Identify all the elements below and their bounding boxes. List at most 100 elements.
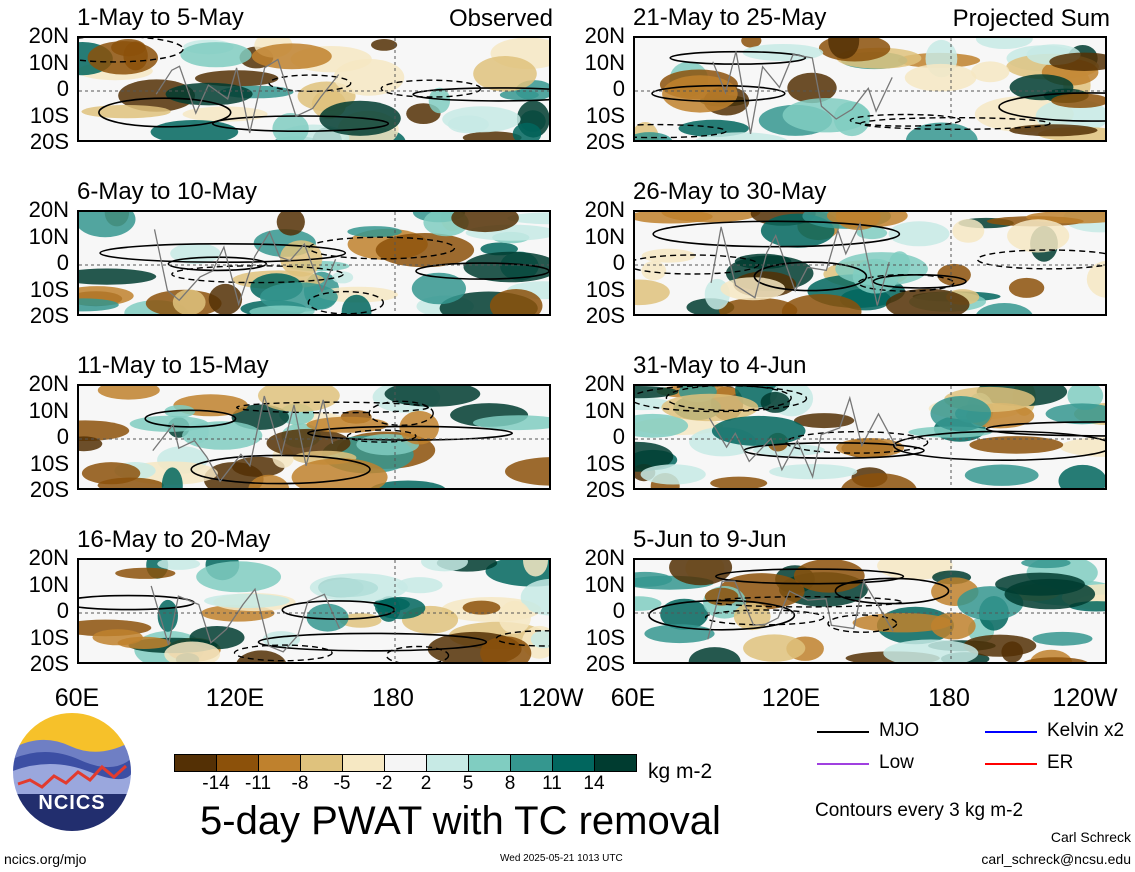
pwat-anomaly-cell: [640, 464, 706, 485]
y-tick-label: 0: [56, 76, 69, 101]
mjo-contour-negative: [233, 644, 333, 662]
coastline: [712, 51, 893, 135]
coastline: [710, 221, 890, 306]
heatmap-panel: [77, 384, 551, 490]
pwat-anomaly-cell: [180, 42, 252, 68]
y-tick-label: 10S: [29, 450, 69, 476]
panel-plot: [635, 560, 1105, 662]
pwat-anomaly-cell: [530, 630, 549, 649]
panel-plot: [79, 560, 549, 662]
panel-title: 31-May to 4-Jun: [633, 352, 807, 379]
mjo-contour: [412, 87, 549, 102]
pwat-anomaly-cell: [79, 436, 103, 452]
pwat-anomaly-cell: [428, 87, 451, 114]
pwat-anomaly-cell: [248, 474, 290, 488]
pwat-anomaly-cell: [952, 219, 985, 243]
pwat-anomaly-cell: [1049, 52, 1105, 71]
pwat-anomaly-cell: [447, 115, 489, 134]
heatmap-panel: [633, 558, 1107, 664]
pwat-anomaly-cell: [97, 477, 164, 488]
y-tick-label: 20S: [29, 129, 69, 154]
pwat-anomaly-cell: [1009, 124, 1098, 137]
pwat-anomaly-cell: [1023, 657, 1088, 662]
pwat-anomaly-cell: [208, 283, 243, 314]
y-tick-label: 20S: [29, 303, 69, 328]
legend-label: MJO: [879, 720, 920, 741]
colorbar-tick-label: -11: [244, 773, 272, 794]
pwat-anomaly-cell: [399, 410, 440, 445]
pwat-anomaly-cell: [852, 613, 952, 633]
pwat-anomaly-cell: [635, 413, 689, 438]
logo-text: NCICS: [38, 792, 106, 814]
colorbar-tick-label: 11: [542, 773, 562, 794]
pwat-anomaly-cell: [161, 467, 183, 488]
pwat-anomaly-cell: [203, 462, 264, 488]
mjo-contour-negative: [635, 386, 808, 413]
pwat-anomaly-cell: [906, 122, 978, 140]
colorbar-tick-label: -2: [375, 773, 393, 794]
pwat-anomaly-cell: [309, 573, 408, 602]
panel-title: 11-May to 15-May: [77, 352, 269, 379]
pwat-anomaly-cell: [662, 75, 738, 113]
pwat-anomaly-cell: [341, 294, 372, 314]
mjo-contour-negative: [235, 401, 430, 414]
y-tick-label: 0: [56, 424, 69, 449]
pwat-anomaly-cell: [1008, 277, 1045, 298]
heatmap-panel: [633, 36, 1107, 142]
pwat-anomaly-cell: [384, 386, 481, 407]
pwat-anomaly-cell: [743, 634, 806, 662]
y-tick-label: 10S: [585, 624, 625, 650]
mjo-contour: [144, 409, 237, 428]
pwat-anomaly-cell: [976, 38, 1033, 49]
footer-url: ncics.org/mjo: [4, 851, 87, 867]
pwat-anomaly-cell: [937, 263, 971, 286]
legend-label: ER: [1047, 752, 1074, 773]
pwat-anomaly-cell: [883, 639, 979, 662]
y-tick-label: 20N: [584, 371, 625, 396]
pwat-anomaly-cell: [661, 393, 759, 422]
colorbar-swatch: [216, 754, 259, 772]
mjo-contour-negative: [849, 113, 961, 127]
pwat-anomaly-cell: [182, 421, 263, 450]
pwat-anomaly-cell: [741, 38, 762, 48]
pwat-anomaly-cell: [969, 436, 1064, 454]
x-tick-label: 60E: [610, 684, 656, 712]
y-tick-label: 20N: [584, 197, 625, 222]
pwat-anomaly-cell: [164, 641, 221, 662]
pwat-anomaly-cell: [904, 63, 977, 92]
y-tick-label: 10N: [28, 223, 69, 249]
pwat-anomaly-cell: [258, 386, 340, 412]
pwat-anomaly-cell: [835, 252, 928, 286]
pwat-anomaly-cell: [276, 212, 305, 236]
x-tick-label: 120E: [205, 684, 265, 712]
pwat-anomaly-cell: [760, 391, 790, 413]
panel-title: 21-May to 25-May: [633, 4, 827, 31]
y-tick-label: 20S: [585, 477, 625, 502]
ncics-logo: NCICS: [10, 710, 134, 834]
colorbar-tick-label: 14: [583, 773, 605, 794]
pwat-anomaly-cell: [451, 212, 519, 233]
mjo-contour: [652, 220, 901, 248]
pwat-anomaly-cell: [332, 271, 354, 284]
coastline: [708, 395, 897, 479]
mjo-contour: [167, 256, 268, 272]
pwat-anomaly-cell: [260, 282, 338, 312]
pwat-anomaly-cell: [1001, 641, 1023, 662]
mjo-contour-negative: [635, 123, 727, 139]
pwat-anomaly-cell: [195, 70, 279, 87]
pwat-anomaly-cell: [1058, 464, 1105, 488]
heatmap-panel: [633, 384, 1107, 490]
pwat-anomaly-cell: [79, 420, 130, 441]
y-tick-label: 0: [612, 424, 625, 449]
pwat-anomaly-cell: [733, 602, 771, 631]
y-tick-label: 0: [56, 598, 69, 623]
pwat-anomaly-cell: [204, 593, 290, 608]
pwat-anomaly-cell: [888, 221, 950, 247]
pwat-anomaly-cell: [781, 294, 862, 314]
pwat-anomaly-cell: [81, 105, 171, 119]
x-tick-label: 120W: [1052, 684, 1118, 712]
y-tick-label: 20S: [29, 651, 69, 676]
mjo-contour-negative: [307, 290, 384, 314]
pwat-anomaly-cell: [885, 288, 970, 314]
y-tick-label: 10S: [585, 276, 625, 302]
